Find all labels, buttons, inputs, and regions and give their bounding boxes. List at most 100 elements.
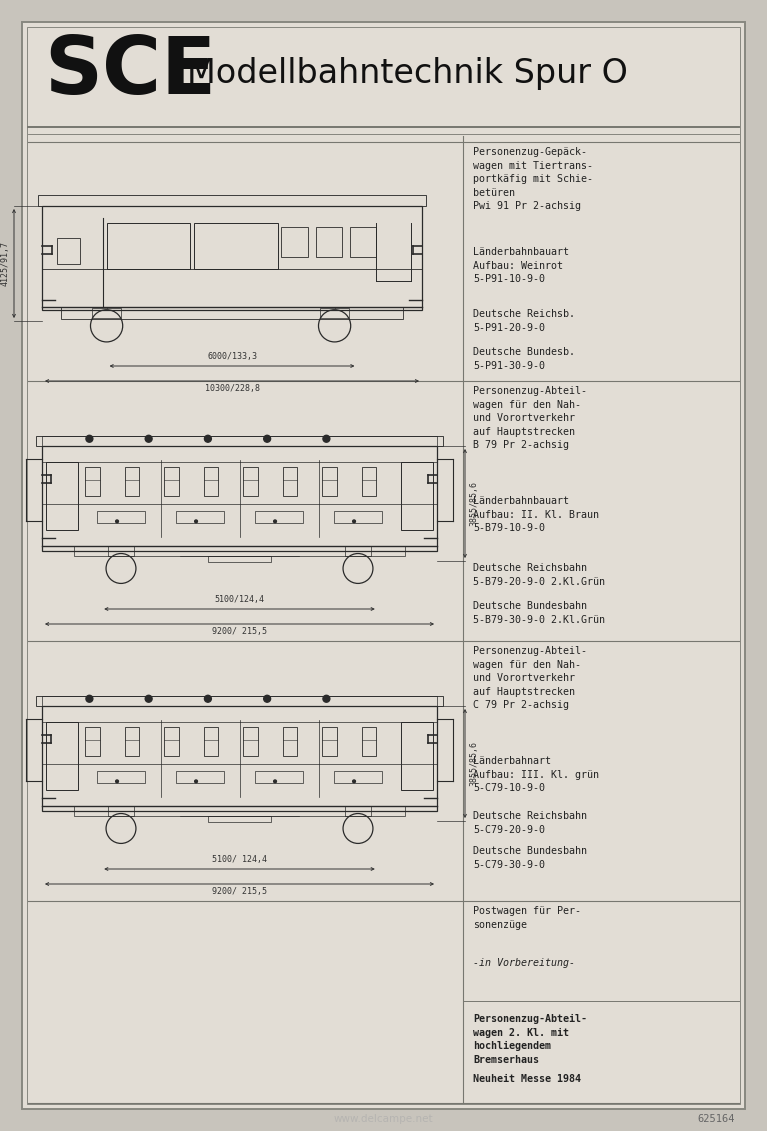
Bar (46, 461, 77, 529)
Bar (281, 226, 308, 257)
Text: Länderbahnbauart
Aufbau: Weinrot
5-P91-10-9-0: Länderbahnbauart Aufbau: Weinrot 5-P91-1… (473, 247, 569, 284)
Bar (334, 511, 382, 524)
Bar (243, 727, 258, 757)
Bar (42, 706, 437, 811)
Circle shape (205, 435, 212, 442)
Text: Länderbahnart
Aufbau: III. Kl. grün
5-C79-10-9-0: Länderbahnart Aufbau: III. Kl. grün 5-C7… (473, 756, 599, 793)
Bar (401, 461, 433, 529)
Text: SCE: SCE (44, 33, 216, 111)
Bar (208, 556, 271, 562)
Text: Neuheit Messe 1984: Neuheit Messe 1984 (473, 1074, 581, 1083)
Bar (42, 435, 437, 446)
Bar (164, 727, 179, 757)
Text: Personenzug-Abteil-
wagen 2. Kl. mit
hochliegendem
Bremserhaus: Personenzug-Abteil- wagen 2. Kl. mit hoc… (473, 1015, 587, 1065)
Bar (97, 511, 145, 524)
Bar (61, 308, 403, 319)
Text: Deutsche Bundesbahn
5-B79-30-9-0 2.Kl.Grün: Deutsche Bundesbahn 5-B79-30-9-0 2.Kl.Gr… (473, 601, 605, 624)
Bar (92, 308, 121, 318)
Circle shape (145, 696, 152, 702)
Bar (74, 546, 406, 556)
Text: Postwagen für Per-
sonenzüge: Postwagen für Per- sonenzüge (473, 906, 581, 930)
Bar (322, 727, 337, 757)
Text: Personenzug-Gepäck-
wagen mit Tiertrans-
portkäfig mit Schie-
betüren
Pwi 91 Pr : Personenzug-Gepäck- wagen mit Tiertrans-… (473, 147, 593, 211)
Text: Deutsche Bundesbahn
5-C79-30-9-0: Deutsche Bundesbahn 5-C79-30-9-0 (473, 846, 587, 870)
Text: 3855/85,6: 3855/85,6 (469, 741, 478, 786)
Bar (322, 467, 337, 497)
Bar (74, 806, 406, 817)
Bar (107, 806, 134, 817)
Text: -in Vorbereitung-: -in Vorbereitung- (473, 958, 575, 968)
Bar (344, 546, 371, 556)
Text: 3855/85,6: 3855/85,6 (469, 481, 478, 526)
Text: Personenzug-Abteil-
wagen für den Nah-
und Vorortverkehr
auf Hauptstrecken
C 79 : Personenzug-Abteil- wagen für den Nah- u… (473, 646, 587, 710)
Bar (107, 546, 134, 556)
Text: 10300/228,8: 10300/228,8 (205, 385, 259, 392)
Text: 9200/ 215,5: 9200/ 215,5 (212, 627, 267, 636)
Bar (42, 696, 437, 706)
Bar (38, 195, 426, 206)
Circle shape (353, 520, 355, 523)
Bar (320, 308, 349, 318)
Bar (36, 435, 443, 446)
Text: 4125/91,7: 4125/91,7 (1, 241, 10, 286)
Bar (362, 727, 376, 757)
Text: 5100/124,4: 5100/124,4 (215, 595, 265, 604)
Bar (334, 771, 382, 784)
Bar (125, 467, 139, 497)
Text: Deutsche Reichsb.
5-P91-20-9-0: Deutsche Reichsb. 5-P91-20-9-0 (473, 309, 575, 333)
Bar (46, 722, 77, 789)
Bar (255, 771, 303, 784)
Bar (42, 446, 437, 551)
Bar (350, 226, 377, 257)
Circle shape (323, 435, 330, 442)
Bar (97, 771, 145, 784)
Text: www.delcampe.net: www.delcampe.net (334, 1114, 433, 1124)
Text: Personenzug-Abteil-
wagen für den Nah-
und Vorortverkehr
auf Hauptstrecken
B 79 : Personenzug-Abteil- wagen für den Nah- u… (473, 386, 587, 450)
Bar (255, 511, 303, 524)
Bar (194, 223, 278, 269)
Circle shape (116, 780, 118, 783)
Bar (208, 817, 271, 822)
Circle shape (264, 435, 271, 442)
Text: Deutsche Reichsbahn
5-B79-20-9-0 2.Kl.Grün: Deutsche Reichsbahn 5-B79-20-9-0 2.Kl.Gr… (473, 563, 605, 587)
Circle shape (205, 696, 212, 702)
Text: 625164: 625164 (697, 1114, 735, 1124)
Bar (401, 722, 433, 789)
Bar (107, 223, 190, 269)
Text: 5100/ 124,4: 5100/ 124,4 (212, 855, 267, 864)
Circle shape (274, 780, 276, 783)
Bar (36, 696, 443, 706)
Bar (176, 511, 224, 524)
Text: 6000/133,3: 6000/133,3 (207, 352, 257, 361)
Circle shape (264, 696, 271, 702)
Bar (283, 467, 297, 497)
Circle shape (274, 520, 276, 523)
Bar (85, 467, 100, 497)
Bar (42, 206, 422, 310)
Bar (58, 239, 80, 264)
Circle shape (116, 520, 118, 523)
Bar (164, 467, 179, 497)
Circle shape (353, 780, 355, 783)
Circle shape (195, 520, 197, 523)
Text: Modellbahntechnik Spur O: Modellbahntechnik Spur O (187, 58, 628, 90)
Circle shape (86, 435, 93, 442)
Bar (176, 771, 224, 784)
Text: Deutsche Reichsbahn
5-C79-20-9-0: Deutsche Reichsbahn 5-C79-20-9-0 (473, 811, 587, 835)
Text: Deutsche Bundesb.
5-P91-30-9-0: Deutsche Bundesb. 5-P91-30-9-0 (473, 347, 575, 371)
Bar (362, 467, 376, 497)
Text: 9200/ 215,5: 9200/ 215,5 (212, 887, 267, 896)
Bar (283, 727, 297, 757)
Bar (204, 467, 218, 497)
Circle shape (323, 696, 330, 702)
Circle shape (86, 696, 93, 702)
Bar (344, 806, 371, 817)
Circle shape (145, 435, 152, 442)
Bar (204, 727, 218, 757)
Circle shape (195, 780, 197, 783)
Bar (125, 727, 139, 757)
Bar (243, 467, 258, 497)
Bar (315, 226, 342, 257)
Bar (85, 727, 100, 757)
Text: Länderbahnbauart
Aufbau: II. Kl. Braun
5-B79-10-9-0: Länderbahnbauart Aufbau: II. Kl. Braun 5… (473, 497, 599, 533)
